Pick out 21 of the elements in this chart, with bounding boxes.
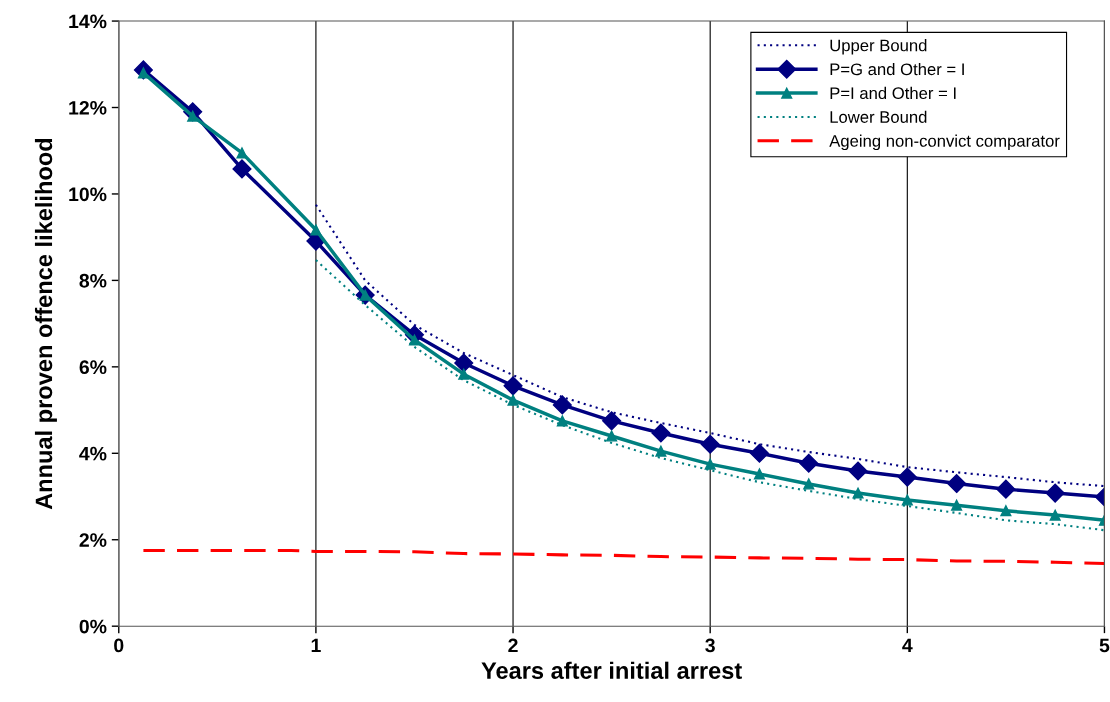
legend-label: Lower Bound [830, 110, 927, 123]
y-tick-label: 4% [79, 446, 107, 461]
y-tick-label: 8% [79, 273, 107, 288]
x-tick-label: 0 [114, 638, 124, 653]
y-tick-label: 10% [69, 187, 107, 202]
x-tick-label: 2 [508, 638, 518, 653]
y-tick-label: 14% [69, 14, 107, 29]
legend-label: P=I and Other = I [830, 86, 956, 100]
legend-label: Upper Bound [830, 39, 927, 55]
x-tick-label: 1 [311, 638, 321, 653]
y-tick-label: 2% [79, 533, 107, 547]
y-tick-label: 12% [69, 100, 107, 115]
legend-label: P=G and Other = I [830, 62, 964, 76]
y-tick-label: 0% [79, 619, 107, 634]
legend-label: Ageing non-convict comparator [829, 134, 1060, 151]
x-tick-label: 3 [705, 638, 715, 653]
y-axis-title: Annual proven offence likelihood [34, 138, 57, 510]
x-tick-label: 4 [902, 638, 913, 653]
x-tick-label: 5 [1099, 638, 1110, 653]
y-tick-label: 6% [79, 360, 107, 375]
x-axis-title: Years after initial arrest [481, 661, 742, 680]
